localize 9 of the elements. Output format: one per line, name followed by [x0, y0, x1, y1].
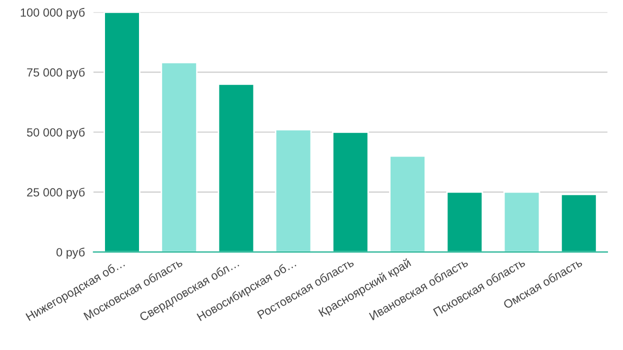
bar: [503, 191, 540, 252]
y-tick-label: 25 000 руб: [27, 188, 85, 199]
y-tick-label: 75 000 руб: [27, 68, 85, 79]
bar: [389, 155, 426, 252]
bar: [274, 129, 312, 252]
bar: [160, 62, 198, 252]
y-tick-label: 100 000 руб: [20, 8, 85, 20]
y-tick-label: 50 000 руб: [26, 128, 85, 139]
y-tick-label: 0 руб: [56, 248, 85, 259]
